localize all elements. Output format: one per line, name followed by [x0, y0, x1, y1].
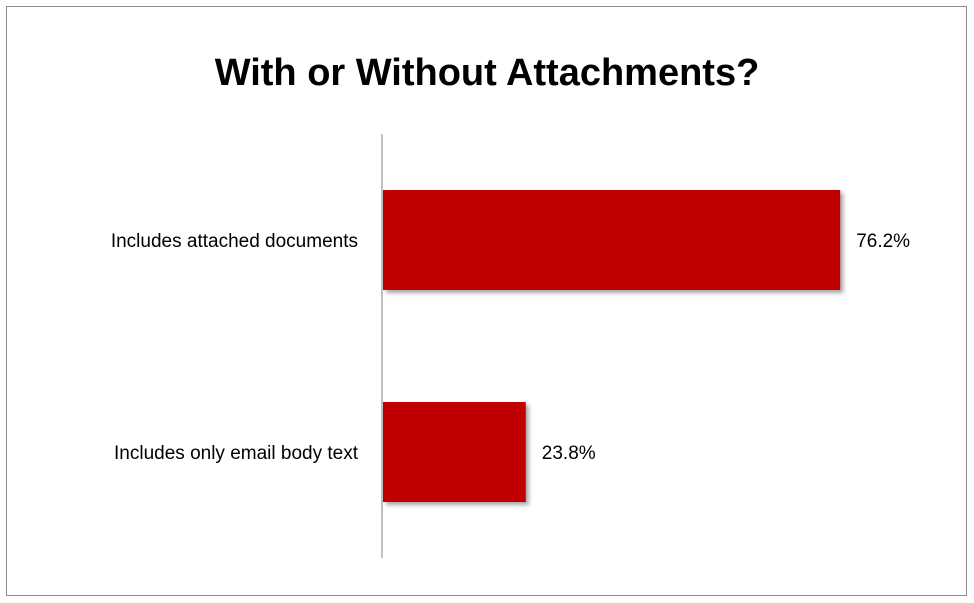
chart-title: With or Without Attachments? [214, 52, 760, 94]
bar-1 [383, 190, 841, 290]
category-label-1: Includes attached documents [111, 231, 358, 252]
bar-2 [383, 402, 526, 502]
category-label-2: Includes only email body text [114, 443, 359, 464]
bars-layer [383, 190, 841, 502]
value-label-2: 23.8% [542, 443, 596, 464]
value-label-1: 76.2% [856, 231, 910, 252]
labels-layer: Includes attached documents 76.2% Includes… [111, 231, 910, 464]
